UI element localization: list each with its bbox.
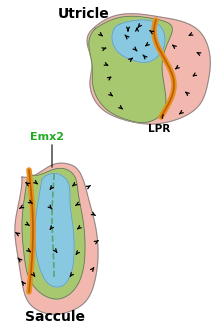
Text: Utricle: Utricle <box>58 7 110 21</box>
Polygon shape <box>112 20 165 62</box>
Polygon shape <box>15 163 98 314</box>
Polygon shape <box>22 168 85 299</box>
Polygon shape <box>89 16 172 123</box>
Text: LPR: LPR <box>148 115 170 134</box>
Polygon shape <box>87 14 210 124</box>
Text: Saccule: Saccule <box>25 310 85 324</box>
Polygon shape <box>35 174 74 287</box>
Text: Emx2: Emx2 <box>30 132 64 142</box>
